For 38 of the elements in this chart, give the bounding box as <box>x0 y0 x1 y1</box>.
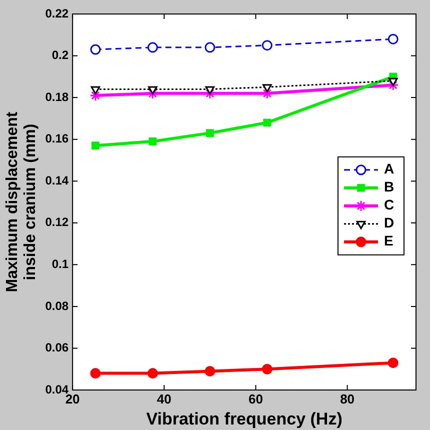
x-tick-label: 40 <box>156 391 172 406</box>
point <box>388 34 398 44</box>
point <box>204 366 216 376</box>
x-tick-label: 80 <box>340 391 355 406</box>
y-tick-label: 0.16 <box>45 132 69 146</box>
legend-label: E <box>384 232 394 249</box>
y-axis-title: Maximum displacement inside cranium (mm) <box>4 111 39 292</box>
point <box>147 42 158 53</box>
y-tick-label: 0.18 <box>45 90 69 104</box>
y-tick-label: 0.08 <box>45 298 69 313</box>
y-tick-label: 0.06 <box>45 340 69 355</box>
point <box>388 358 398 368</box>
point <box>90 44 101 55</box>
legend-label: D <box>384 214 394 231</box>
point <box>388 78 398 86</box>
x-tick-label: 60 <box>248 391 263 406</box>
legend-label: A <box>384 160 394 177</box>
y-tick-label: 0.22 <box>45 6 69 20</box>
y-tick-label: 0.12 <box>45 215 69 230</box>
point <box>262 40 272 51</box>
point <box>204 42 216 53</box>
point <box>262 84 272 92</box>
point <box>90 86 100 94</box>
y-tick-label: 0.14 <box>45 173 69 188</box>
x-axis-title: Vibration frequency (Hz) <box>146 409 342 428</box>
point <box>206 129 214 137</box>
point <box>148 137 157 146</box>
point <box>147 368 158 379</box>
point <box>262 364 272 374</box>
y-tick-label: 0.1 <box>52 256 69 271</box>
point <box>205 86 215 94</box>
point <box>90 368 101 379</box>
point <box>92 142 100 150</box>
legend-label: B <box>384 178 394 195</box>
point <box>148 86 158 94</box>
legend-label: C <box>384 196 394 213</box>
y-tick-label: 0.2 <box>52 48 69 62</box>
point <box>263 118 272 127</box>
